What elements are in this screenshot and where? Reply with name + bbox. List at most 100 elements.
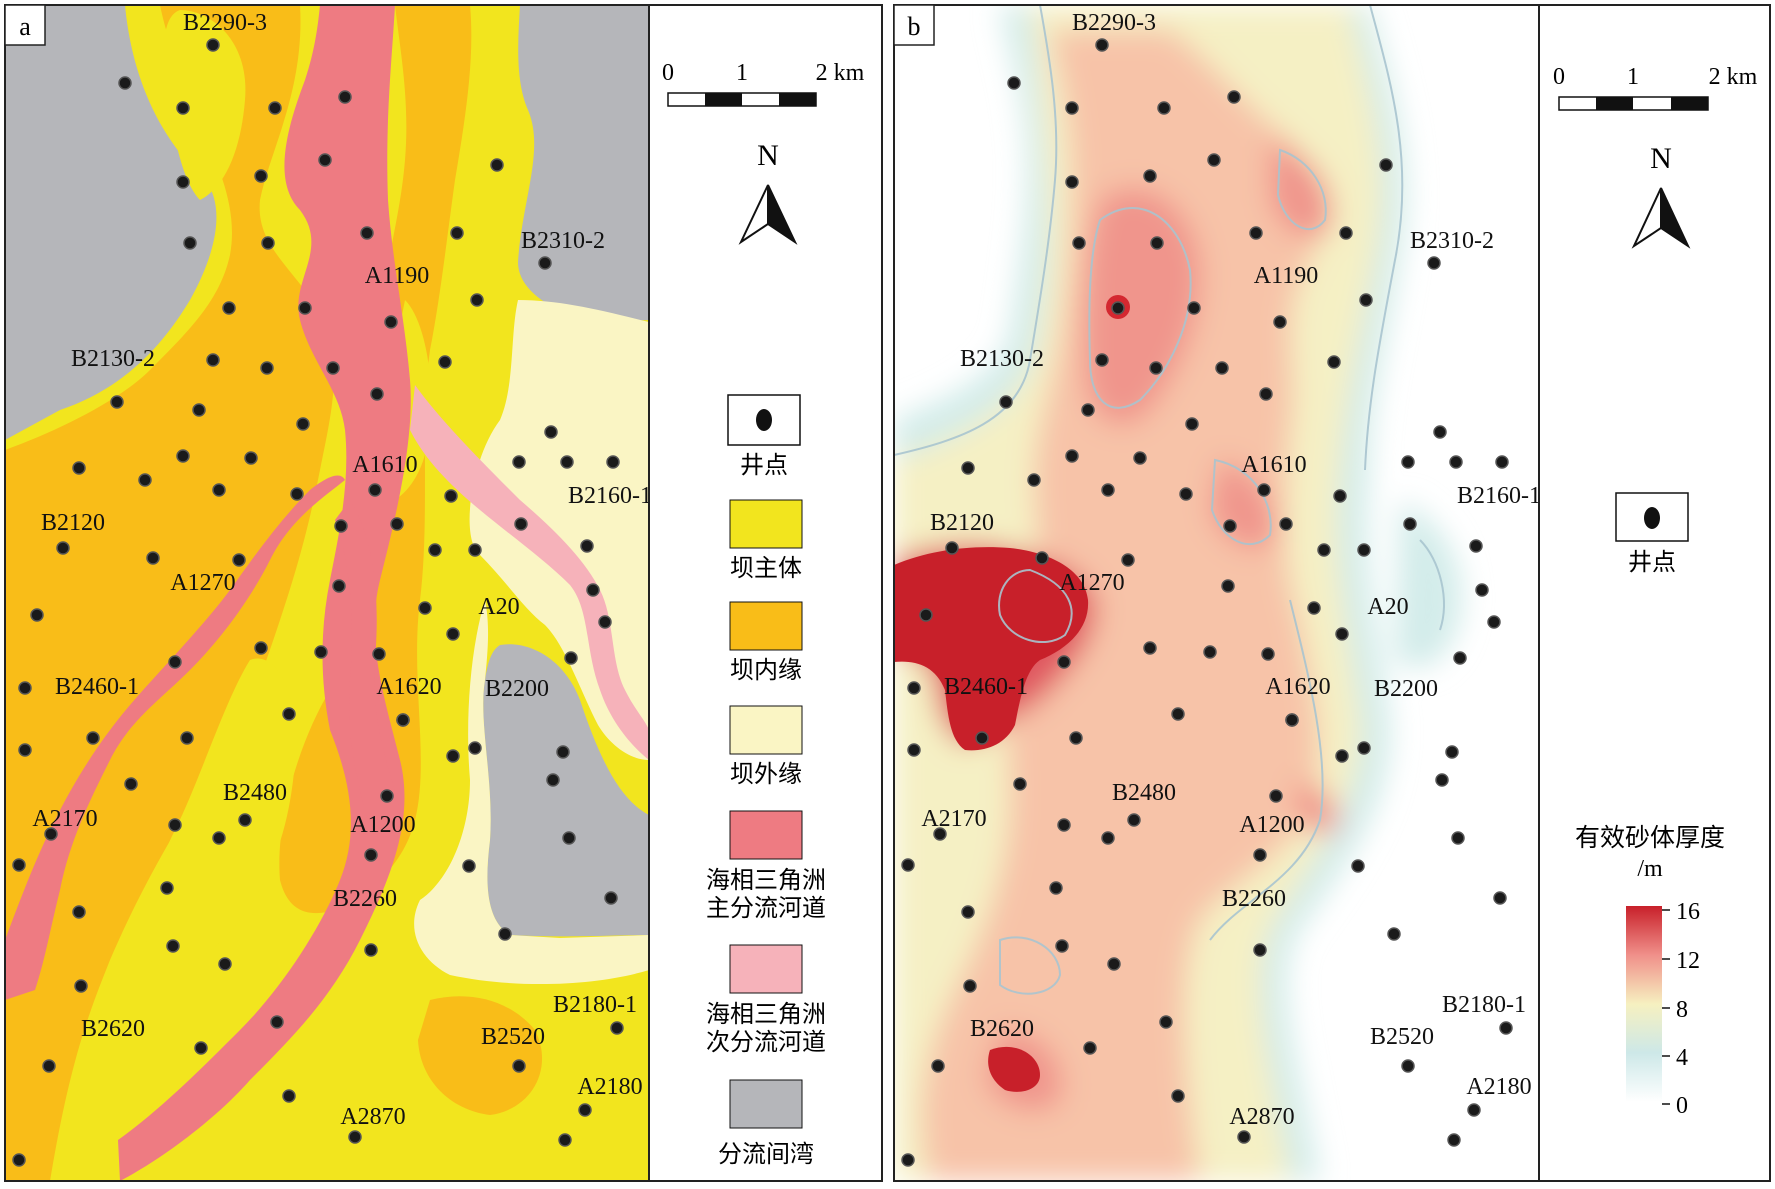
well-point — [1027, 473, 1041, 487]
well-point — [1327, 355, 1341, 369]
well-point — [468, 543, 482, 557]
well-icon — [1644, 507, 1660, 529]
well-label: A2170 — [32, 806, 97, 832]
well-label: B2120 — [930, 510, 994, 536]
well-label: A1200 — [1239, 812, 1304, 838]
scale-segment — [1671, 97, 1708, 110]
well-point — [963, 979, 977, 993]
well-point — [1335, 627, 1349, 641]
well-point — [544, 425, 558, 439]
well-point — [598, 615, 612, 629]
well-point — [390, 517, 404, 531]
well-label: B2480 — [1112, 780, 1176, 806]
well-point — [1143, 641, 1157, 655]
well-point — [160, 881, 174, 895]
well-point — [1159, 1015, 1173, 1029]
panel-b-map: B2290-3 B2310-2 A1190 B2130-2 A1610 B2160-1 B2… — [894, 5, 1539, 1181]
well-point — [183, 236, 197, 250]
well-point — [1035, 551, 1049, 565]
legend-swatch-bar-outer — [729, 705, 803, 755]
well-point — [1179, 487, 1193, 501]
well-point — [1401, 455, 1415, 469]
well-point — [1259, 387, 1273, 401]
colorbar-tick-16: 16 — [1676, 899, 1700, 925]
facies-bar-main-island-s — [146, 658, 296, 968]
well-point — [238, 813, 252, 827]
facies-sub-channel — [410, 385, 649, 760]
well-point — [1451, 831, 1465, 845]
well-point — [1143, 169, 1157, 183]
well-point — [360, 226, 374, 240]
well-point — [1149, 361, 1163, 375]
well-point — [72, 905, 86, 919]
well-point — [318, 153, 332, 167]
well-point — [428, 543, 442, 557]
north-label: N — [1650, 142, 1672, 175]
facies-bar-inner-c — [279, 5, 472, 914]
legend-label-well: 井点 — [1628, 548, 1676, 576]
legend-label-bar-inner: 坝内缘 — [730, 656, 802, 684]
well-point — [168, 655, 182, 669]
well-point — [490, 158, 504, 172]
well-point — [462, 859, 476, 873]
well-point — [961, 461, 975, 475]
well-point — [44, 827, 58, 841]
well-point — [384, 315, 398, 329]
well-point — [1215, 361, 1229, 375]
well-point — [296, 417, 310, 431]
well-label: A2870 — [1229, 1104, 1294, 1130]
well-point — [1171, 707, 1185, 721]
scale-tick-0: 0 — [1553, 64, 1565, 90]
well-point — [1335, 749, 1349, 763]
well-point — [1127, 813, 1141, 827]
well-point — [118, 76, 132, 90]
well-point — [945, 541, 959, 555]
well-label: A1270 — [1059, 570, 1124, 596]
well-point — [1307, 601, 1321, 615]
panel-b-tag-box — [893, 4, 935, 46]
well-point — [468, 741, 482, 755]
well-point — [901, 1153, 915, 1167]
well-point — [370, 387, 384, 401]
well-point — [1049, 881, 1063, 895]
well-label: B2120 — [41, 510, 105, 536]
well-label: B2200 — [1374, 676, 1438, 702]
well-point — [1150, 236, 1164, 250]
scale-segment — [779, 93, 816, 106]
well-point — [538, 256, 552, 270]
well-point — [1065, 449, 1079, 463]
colorbar-tick-12: 12 — [1676, 948, 1700, 974]
well-label: A1610 — [352, 452, 417, 478]
well-point — [1065, 101, 1079, 115]
well-label: B2290-3 — [1072, 10, 1156, 36]
well-point — [1203, 645, 1217, 659]
well-labels-a: B2290-3 B2310-2 A1190 B2130-2 A1610 B2160-1 B2… — [32, 10, 649, 1130]
well-point — [1433, 425, 1447, 439]
legend-swatch-sub-channel — [729, 944, 803, 994]
well-point — [901, 858, 915, 872]
well-point — [1357, 543, 1371, 557]
legend-label-main-channel-1: 海相三角洲 — [706, 866, 826, 894]
well-point — [298, 301, 312, 315]
well-point — [931, 1059, 945, 1073]
well-point — [314, 645, 328, 659]
well-point — [74, 979, 88, 993]
well-point — [218, 957, 232, 971]
well-label: A1270 — [170, 570, 235, 596]
well-point — [290, 487, 304, 501]
well-point — [1133, 451, 1147, 465]
well-label: A1200 — [350, 812, 415, 838]
well-point — [396, 713, 410, 727]
well-point — [168, 818, 182, 832]
well-point — [1171, 1089, 1185, 1103]
well-label: B2180-1 — [1442, 992, 1526, 1018]
well-point — [1095, 38, 1109, 52]
well-point — [1095, 353, 1109, 367]
well-point — [1083, 1041, 1097, 1055]
north-arrow-icon — [1660, 187, 1691, 249]
well-point — [1269, 789, 1283, 803]
well-point — [999, 395, 1013, 409]
well-point — [30, 608, 44, 622]
well-label: B2310-2 — [521, 228, 605, 254]
